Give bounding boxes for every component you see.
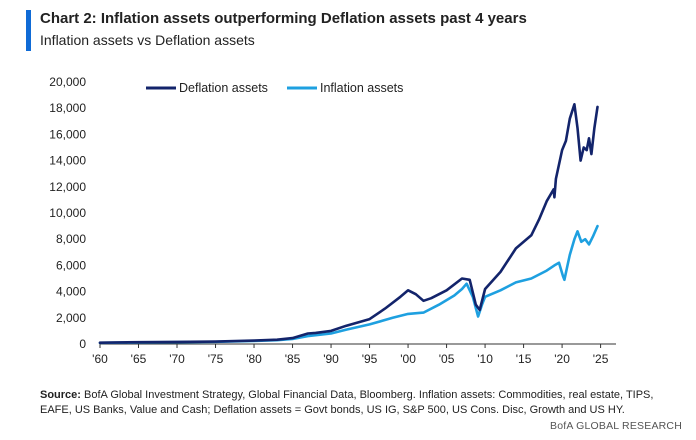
y-tick-label: 18,000 [49,101,86,115]
x-tick-label: '00 [400,352,416,366]
brand-logo-text: BofA GLOBAL RESEARCH [550,420,682,432]
x-tick-label: '95 [362,352,378,366]
x-tick-label: '65 [131,352,147,366]
y-tick-label: 12,000 [49,180,86,194]
series-line-deflation-assets [98,103,599,344]
x-tick-label: '75 [208,352,224,366]
chart-subtitle: Inflation assets vs Deflation assets [40,32,255,48]
y-tick-label: 10,000 [49,206,86,220]
y-tick-label: 20,000 [49,75,86,89]
legend-label: Deflation assets [179,81,268,95]
line-chart: 0 2,000 4,000 6,000 8,000 10,000 12,000 14,000 1… [49,75,616,366]
y-tick-label: 0 [79,337,86,351]
source-text: BofA Global Investment Strategy, Global … [40,389,654,416]
y-tick-label: 8,000 [56,232,86,246]
x-tick-label: '10 [477,352,493,366]
x-tick-label: '90 [323,352,339,366]
chart-title: Chart 2: Inflation assets outperforming … [40,10,527,27]
legend-label: Inflation assets [320,81,403,95]
x-tick-label: '85 [285,352,301,366]
x-tick-label: '25 [593,352,609,366]
x-tick-label: '15 [516,352,532,366]
y-tick-label: 4,000 [56,285,86,299]
x-tick-label: '20 [554,352,570,366]
series-line-inflation-assets [98,224,599,345]
x-tick-label: '80 [246,352,262,366]
x-tick-label: '70 [169,352,185,366]
y-tick-label: 6,000 [56,258,86,272]
x-tick-label: '60 [92,352,108,366]
source-note: Source: BofA Global Investment Strategy,… [40,388,680,418]
source-label: Source: [40,389,81,401]
title-accent-bar [26,10,31,51]
y-tick-label: 14,000 [49,154,86,168]
y-tick-label: 2,000 [56,311,86,325]
y-tick-label: 16,000 [49,127,86,141]
x-tick-label: '05 [439,352,455,366]
